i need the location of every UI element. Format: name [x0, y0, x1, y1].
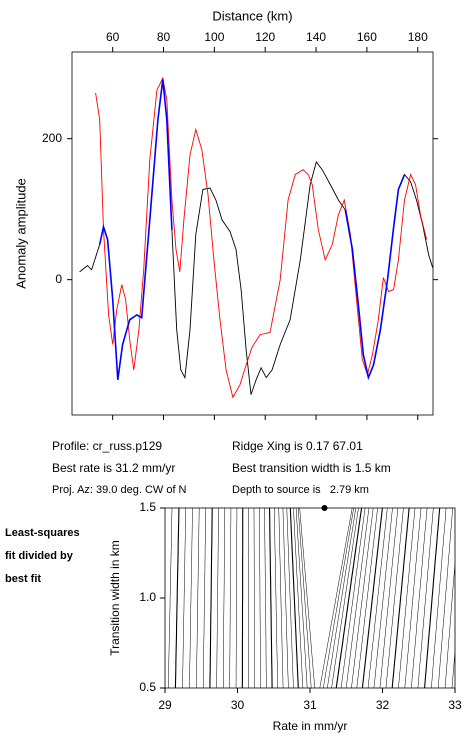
x-axis-label: Rate in mm/yr: [273, 719, 348, 733]
contour-line: [379, 508, 399, 688]
x-tick-label: 120: [255, 30, 275, 44]
contour-line: [444, 560, 455, 688]
contour-line: [404, 508, 422, 688]
contour-line: [345, 508, 370, 688]
contour-line: [424, 508, 441, 688]
x-tick-label: 32: [376, 698, 390, 712]
contour-line: [319, 508, 353, 688]
contour-line: [216, 508, 219, 688]
contour-line: [286, 508, 294, 688]
contour-line: [101, 508, 106, 688]
plot-frame: [164, 507, 456, 689]
contour-line: [411, 508, 428, 688]
info-text: Best rate is 31.2 mm/yr: [52, 461, 175, 475]
contour-line: [202, 508, 207, 688]
contour-line: [391, 508, 410, 688]
contour-line: [182, 508, 187, 688]
y-axis-label: Anomaly amplitude: [13, 178, 28, 289]
x-tick-label: 140: [306, 30, 326, 44]
note-text: Least-squares: [5, 527, 80, 539]
y-tick-label: 0.5: [139, 680, 156, 694]
contour-line: [241, 508, 244, 688]
plot-frame: [71, 51, 434, 416]
best-fit-point: [321, 505, 328, 511]
contour-line: [437, 508, 453, 688]
contour-line: [367, 508, 388, 688]
x-axis-label: Distance (km): [212, 8, 292, 23]
contour-line: [168, 508, 173, 688]
x-tick-label: 80: [157, 30, 171, 44]
y-axis-label: Transition width in km: [108, 540, 122, 656]
contour-line: [340, 508, 366, 688]
contour-line: [229, 508, 232, 688]
x-tick-label: 33: [448, 698, 462, 712]
x-tick-label: 29: [158, 698, 172, 712]
y-tick-label: 1.5: [139, 500, 156, 514]
contour-line: [0, 508, 3, 688]
contour-line: [282, 508, 289, 688]
x-tick-label: 30: [231, 698, 245, 712]
info-text: Depth to source is 2.79 km: [232, 484, 369, 496]
contour-line: [124, 508, 129, 688]
y-tick-label: 200: [42, 131, 62, 145]
contour-line: [327, 508, 357, 688]
contour-line: [373, 508, 393, 688]
data-line: [95, 76, 428, 399]
contour-line: [235, 508, 238, 688]
note-text: best fit: [5, 573, 41, 585]
y-tick-label: 0: [55, 272, 62, 286]
contour-line: [253, 508, 255, 688]
x-tick-label: 60: [106, 30, 120, 44]
contour-line: [361, 508, 383, 688]
contour-line: [264, 508, 267, 688]
contour-line: [299, 508, 315, 688]
contour-line: [189, 508, 193, 688]
data-line: [79, 79, 433, 395]
info-text: Best transition width is 1.5 km: [232, 461, 391, 475]
contour-line: [335, 508, 363, 688]
contour-line: [278, 508, 284, 688]
contour-line: [398, 508, 416, 688]
contour-line: [331, 508, 359, 688]
x-tick-label: 31: [303, 698, 317, 712]
contour-line: [274, 508, 278, 688]
contour-line: [295, 508, 308, 688]
contour-line: [356, 508, 378, 688]
contour-line: [459, 508, 467, 688]
x-tick-label: 160: [357, 30, 377, 44]
contour-line: [259, 508, 261, 688]
y-tick-label: 1.0: [139, 590, 156, 604]
contour-line: [289, 508, 299, 688]
contour-line: [268, 508, 273, 688]
x-tick-label: 100: [204, 30, 224, 44]
contour-line: [293, 508, 304, 688]
contour-line: [132, 508, 137, 688]
contour-line: [222, 508, 226, 688]
info-text: Profile: cr_russ.p129: [52, 439, 162, 453]
x-tick-label: 180: [408, 30, 428, 44]
note-text: fit divided by: [5, 550, 74, 562]
contour-line: [417, 508, 434, 688]
contour-line: [86, 508, 91, 688]
contour-line: [451, 647, 455, 688]
contour-line: [297, 508, 312, 688]
contour-line: [94, 508, 99, 688]
info-text: Proj. Az: 39.0 deg. CW of N: [52, 484, 187, 496]
info-text: Ridge Xing is 0.17 67.01: [232, 439, 363, 453]
contour-line: [174, 508, 180, 688]
contour-line: [385, 508, 404, 688]
data-line: [98, 79, 406, 381]
contour-line: [196, 508, 200, 688]
contour-line: [323, 508, 354, 688]
contour-line: [209, 508, 213, 688]
contour-line: [431, 508, 447, 688]
contour-line: [351, 508, 374, 688]
